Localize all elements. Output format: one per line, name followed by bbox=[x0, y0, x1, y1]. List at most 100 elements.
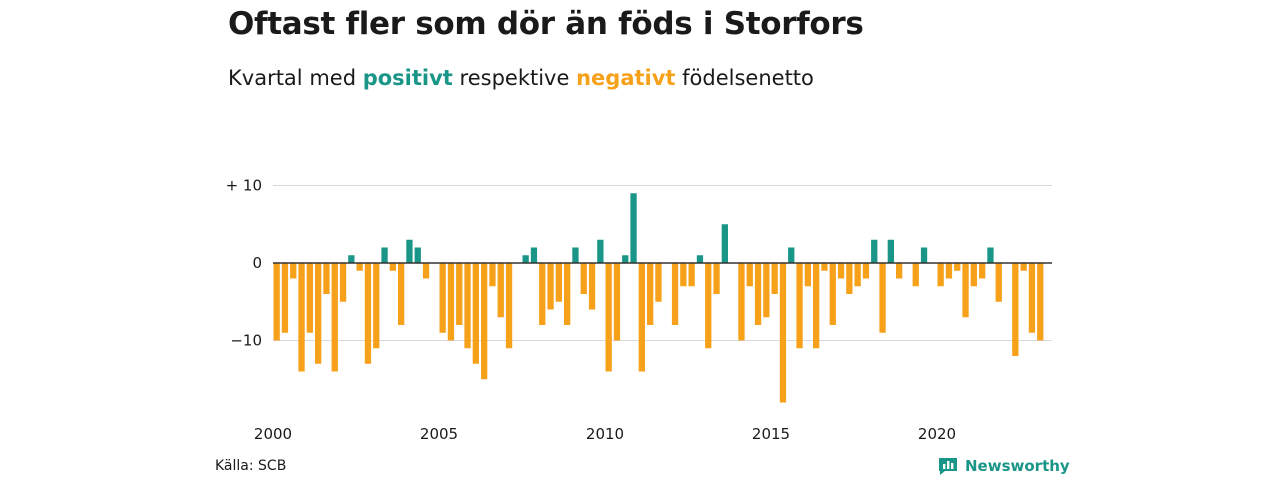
bar bbox=[356, 263, 363, 271]
bar bbox=[547, 263, 554, 310]
bar bbox=[796, 263, 803, 349]
bar bbox=[754, 263, 762, 325]
bar bbox=[339, 263, 347, 302]
bar bbox=[406, 239, 413, 263]
newsworthy-logo-icon bbox=[939, 458, 957, 475]
bar bbox=[530, 247, 538, 263]
bar bbox=[979, 263, 986, 279]
bar bbox=[315, 263, 322, 364]
y-tick-label: −10 bbox=[230, 332, 262, 350]
bar bbox=[505, 263, 513, 349]
bar bbox=[696, 255, 704, 263]
bar bbox=[837, 263, 845, 279]
bar bbox=[829, 263, 836, 325]
bar bbox=[572, 247, 579, 263]
bar bbox=[323, 263, 330, 294]
bar bbox=[398, 263, 405, 325]
bar bbox=[680, 263, 687, 287]
bar bbox=[920, 247, 928, 263]
bar bbox=[381, 247, 388, 263]
bar bbox=[373, 263, 380, 349]
bar bbox=[970, 263, 977, 287]
bar bbox=[721, 224, 728, 263]
bar bbox=[705, 263, 712, 349]
bar bbox=[481, 263, 488, 380]
bar bbox=[273, 263, 280, 341]
bar bbox=[638, 263, 645, 372]
bar bbox=[439, 263, 446, 333]
brand-logo[interactable]: Newsworthy bbox=[937, 455, 1070, 477]
subtitle-suffix: födelsenetto bbox=[682, 66, 814, 90]
bar bbox=[688, 263, 695, 287]
bar bbox=[813, 263, 820, 349]
bar bbox=[854, 263, 861, 287]
y-tick-label: + 10 bbox=[226, 177, 262, 195]
bar bbox=[364, 263, 372, 364]
bar bbox=[771, 263, 778, 294]
bar bbox=[738, 263, 745, 341]
bar bbox=[497, 263, 504, 318]
bar bbox=[597, 239, 604, 263]
bar bbox=[464, 263, 471, 349]
bar bbox=[472, 263, 479, 364]
bar bbox=[871, 239, 878, 263]
bar bbox=[1037, 263, 1044, 341]
bar bbox=[788, 247, 795, 263]
y-tick-label: 0 bbox=[252, 254, 262, 272]
bar bbox=[580, 263, 587, 294]
bar bbox=[539, 263, 546, 325]
bar bbox=[447, 263, 455, 341]
bar bbox=[995, 263, 1002, 302]
subtitle-prefix: Kvartal med bbox=[228, 66, 357, 90]
bar bbox=[862, 263, 870, 279]
bar bbox=[896, 263, 903, 279]
bar bbox=[779, 263, 787, 403]
bar bbox=[746, 263, 753, 287]
bar bbox=[713, 263, 720, 294]
bar bbox=[1028, 263, 1036, 333]
subtitle-positive-label: positivt bbox=[362, 66, 453, 90]
bar bbox=[613, 263, 621, 341]
gridlines bbox=[273, 185, 1052, 341]
bar bbox=[348, 255, 355, 263]
bar bbox=[555, 263, 562, 302]
subtitle-middle: respektive bbox=[459, 66, 570, 90]
bar bbox=[1012, 263, 1019, 356]
bar bbox=[281, 263, 289, 333]
axes: + 10 0 −10 2000 2005 2010 2015 2020 bbox=[226, 177, 1052, 443]
bar bbox=[630, 193, 637, 263]
x-tick-label: 2010 bbox=[586, 425, 624, 443]
bar bbox=[414, 247, 421, 263]
bar bbox=[456, 263, 463, 325]
bar bbox=[647, 263, 654, 325]
bar-series bbox=[273, 193, 1044, 403]
bar bbox=[655, 263, 662, 302]
bar bbox=[622, 255, 629, 263]
bar bbox=[846, 263, 853, 294]
bar bbox=[489, 263, 496, 287]
bar bbox=[879, 263, 886, 333]
bar bbox=[763, 263, 770, 318]
bar bbox=[987, 247, 994, 263]
brand-name: Newsworthy bbox=[965, 457, 1070, 475]
source-note: Källa: SCB bbox=[215, 458, 287, 474]
bar-chart: + 10 0 −10 2000 2005 2010 2015 2020 bbox=[226, 177, 1052, 443]
bar bbox=[821, 263, 828, 271]
bar bbox=[331, 263, 338, 372]
bar bbox=[962, 263, 969, 318]
bar bbox=[912, 263, 919, 287]
bar bbox=[298, 263, 305, 372]
bar bbox=[671, 263, 679, 325]
x-tick-label: 2020 bbox=[918, 425, 956, 443]
bar bbox=[290, 263, 297, 279]
bar bbox=[804, 263, 811, 287]
bar bbox=[937, 263, 944, 287]
bar bbox=[887, 239, 894, 263]
bar bbox=[588, 263, 596, 310]
x-tick-label: 2005 bbox=[420, 425, 458, 443]
bar bbox=[954, 263, 961, 271]
bar bbox=[422, 263, 430, 279]
subtitle-negative-label: negativt bbox=[576, 66, 676, 90]
bar bbox=[389, 263, 396, 271]
bar bbox=[605, 263, 612, 372]
